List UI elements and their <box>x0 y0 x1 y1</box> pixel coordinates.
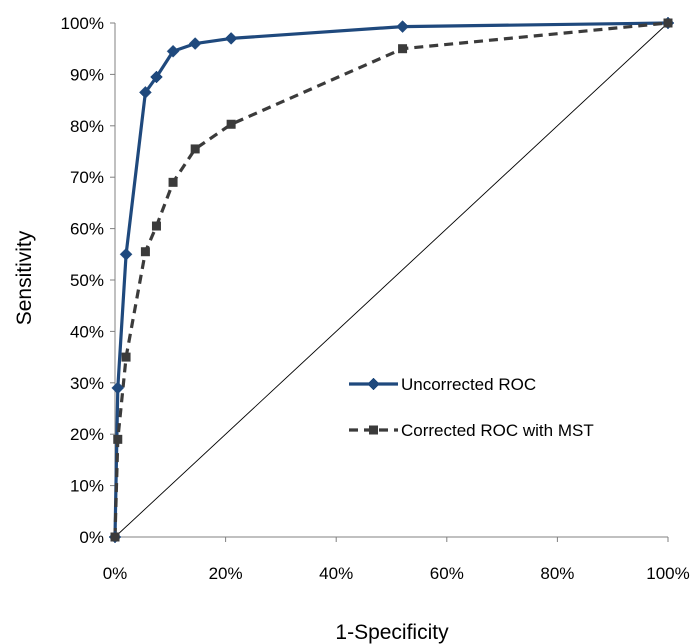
x-tick-label: 40% <box>319 564 353 583</box>
y-tick-label: 100% <box>61 14 104 33</box>
x-tick-label: 60% <box>430 564 464 583</box>
corrected-roc-point <box>398 44 408 54</box>
y-axis-title: Sensitivity <box>13 230 36 325</box>
y-tick-label: 60% <box>70 220 104 239</box>
legend-label: Uncorrected ROC <box>401 375 536 394</box>
x-tick-label: 80% <box>540 564 574 583</box>
corrected-roc-point <box>121 352 131 362</box>
uncorrected-roc-point <box>150 70 163 84</box>
uncorrected-roc-point <box>119 247 133 261</box>
uncorrected-roc-point <box>188 37 202 50</box>
x-tick-label: 100% <box>646 564 689 583</box>
corrected-roc-point <box>140 247 150 257</box>
y-tick-label: 40% <box>70 322 104 341</box>
y-tick-label: 70% <box>70 168 104 187</box>
y-tick-label: 90% <box>70 65 104 84</box>
reference-diagonal-line <box>114 22 669 538</box>
corrected-roc-point <box>113 434 123 444</box>
series-line-uncorrected-roc <box>113 21 669 538</box>
y-tick-label: 50% <box>70 271 104 290</box>
series-line-corrected-roc-with-mst <box>113 21 669 538</box>
y-tick-label: 20% <box>70 425 104 444</box>
corrected-roc-point <box>226 119 236 129</box>
x-axis-title: 1-Specificity <box>335 621 449 644</box>
uncorrected-roc-point <box>166 44 180 58</box>
y-tick-label: 30% <box>70 374 104 393</box>
x-tick-label: 20% <box>209 564 243 583</box>
plot-area: 0% 10% 20% 30% 40% 50% 60% 70% 80% 90% 100% 0% 20% 40… <box>61 14 690 583</box>
legend-marker <box>369 425 378 435</box>
legend-marker <box>367 377 380 391</box>
corrected-roc-point <box>663 18 673 28</box>
uncorrected-roc-point <box>139 86 152 99</box>
x-tick-label: 0% <box>103 564 128 583</box>
uncorrected-roc-point <box>396 20 409 33</box>
y-tick-label: 0% <box>79 528 104 547</box>
corrected-roc-point <box>110 532 120 542</box>
corrected-roc-point <box>151 221 161 231</box>
y-tick-label: 80% <box>70 117 104 136</box>
uncorrected-roc-point <box>111 381 125 395</box>
legend-label: Corrected ROC with MST <box>401 421 594 440</box>
corrected-roc-point <box>190 144 200 154</box>
uncorrected-roc-point <box>224 32 238 45</box>
y-tick-label: 10% <box>70 477 104 496</box>
corrected-roc-point <box>168 177 178 187</box>
